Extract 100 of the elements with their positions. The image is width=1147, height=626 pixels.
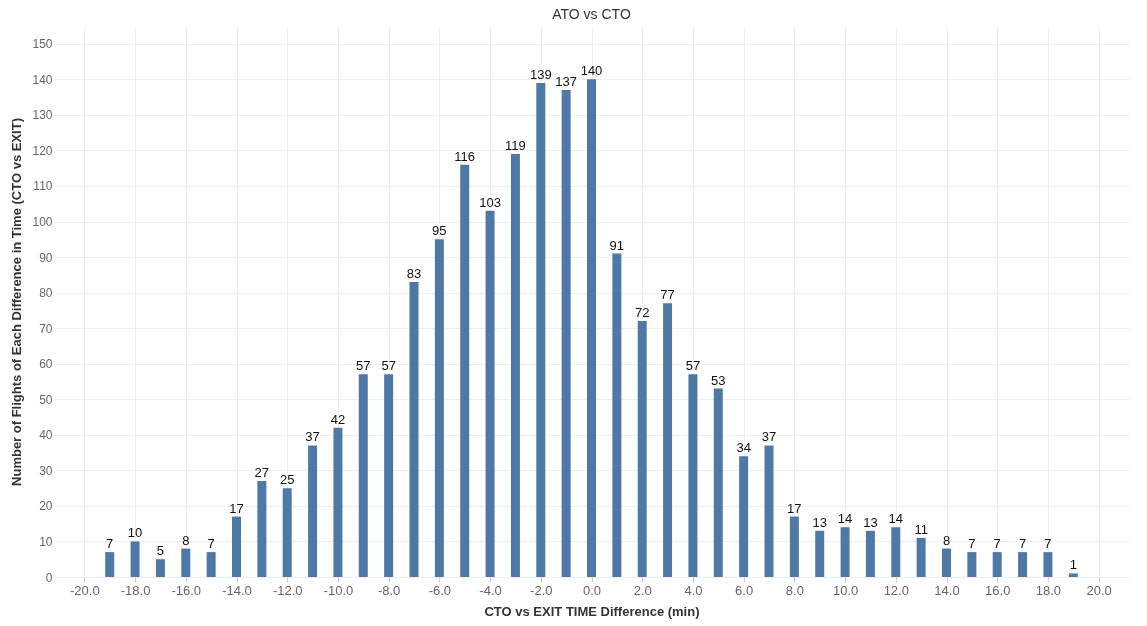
data-label: 140: [580, 63, 603, 79]
bar: [916, 537, 926, 577]
y-tick-label: 70: [39, 321, 53, 336]
bar: [587, 79, 596, 577]
x-tick-label: 2.0: [633, 582, 652, 598]
data-label: 95: [432, 223, 447, 239]
data-label: 14: [837, 511, 853, 527]
data-label: 77: [660, 287, 675, 303]
data-label: 91: [609, 237, 625, 253]
y-tick-label: 100: [32, 215, 53, 230]
bar: [434, 239, 444, 577]
bar: [612, 253, 622, 577]
y-tick-label: 50: [39, 392, 53, 407]
x-tick-label: 6.0: [735, 582, 754, 598]
x-tick-label: -18.0: [120, 582, 151, 598]
y-tick-label: 130: [32, 108, 53, 123]
bar: [942, 548, 951, 577]
x-tick-label: 8.0: [785, 582, 804, 598]
data-label: 27: [254, 465, 270, 481]
x-axis-title: CTO vs EXIT TIME Difference (min): [484, 603, 700, 619]
data-label: 7: [106, 536, 114, 552]
data-label: 53: [711, 372, 726, 388]
bar: [206, 552, 216, 577]
data-label: 17: [229, 500, 244, 516]
x-tick-label: 20.0: [1086, 582, 1112, 598]
x-tick-label: 0.0: [582, 582, 602, 598]
x-tick-label: -12.0: [272, 582, 303, 598]
data-label: 137: [555, 73, 577, 89]
x-tick-label: 14.0: [934, 582, 960, 598]
data-label: 25: [279, 472, 295, 488]
data-label: 10: [127, 525, 143, 541]
data-label: 34: [736, 440, 751, 456]
bar: [739, 456, 749, 577]
bar: [460, 164, 470, 577]
x-tick-label: -20.0: [70, 582, 100, 598]
bar: [155, 559, 165, 577]
bar: [663, 303, 673, 577]
bar: [536, 82, 546, 577]
x-tick-label: -4.0: [479, 582, 502, 598]
y-tick-label: 110: [33, 179, 53, 194]
y-tick-label: 140: [32, 72, 53, 87]
bar: [967, 552, 977, 577]
bar: [257, 481, 267, 577]
x-tick-label: 18.0: [1035, 582, 1062, 598]
chart-title: ATO vs CTO: [552, 6, 631, 22]
data-label: 1: [1069, 557, 1077, 573]
x-tick-label: 16.0: [985, 582, 1011, 598]
bar: [840, 527, 850, 577]
bar: [510, 153, 520, 577]
bar: [1043, 552, 1053, 577]
y-tick-label: 30: [39, 463, 53, 478]
bar: [1018, 552, 1028, 577]
data-label: 119: [505, 137, 526, 153]
y-tick-label: 40: [39, 428, 53, 443]
data-label: 57: [381, 358, 396, 374]
y-tick-label: 0: [45, 570, 53, 585]
y-tick-label: 120: [32, 143, 53, 158]
data-label: 116: [454, 148, 476, 164]
y-axis-title: Number of Flights of Each Difference in Time (CTO vs EXIT): [9, 118, 25, 486]
x-tick-label: -10.0: [323, 582, 354, 598]
data-label: 103: [479, 194, 501, 210]
data-label: 57: [356, 358, 371, 374]
x-tick-label: 4.0: [684, 582, 703, 598]
data-label: 37: [761, 429, 777, 445]
x-tick-label: -2.0: [530, 582, 553, 598]
x-tick-label: -14.0: [222, 582, 252, 598]
data-label: 7: [993, 536, 1001, 552]
data-label: 7: [1044, 536, 1052, 552]
bar: [130, 541, 140, 577]
data-label: 72: [634, 305, 650, 321]
bar: [358, 374, 368, 577]
bar: [764, 445, 774, 577]
bar: [232, 516, 241, 577]
bar: [891, 527, 901, 577]
bar: [637, 321, 647, 577]
data-label: 7: [1018, 536, 1027, 552]
data-label: 7: [968, 536, 976, 552]
data-label: 37: [305, 429, 320, 445]
bar: [815, 530, 825, 577]
bar: [181, 548, 191, 577]
data-label: 8: [182, 532, 190, 548]
data-label: 17: [787, 500, 802, 516]
data-label: 57: [685, 358, 701, 374]
data-label: 139: [529, 66, 552, 82]
y-tick-label: 10: [39, 534, 53, 549]
bar: [485, 210, 495, 577]
data-label: 13: [812, 514, 827, 530]
y-tick-label: 80: [39, 286, 53, 301]
x-tick-label: 12.0: [883, 582, 909, 598]
bar: [282, 488, 292, 577]
y-tick-label: 90: [39, 250, 53, 265]
bar: [865, 530, 875, 577]
x-tick-label: -16.0: [171, 582, 202, 598]
y-tick-label: 60: [39, 357, 53, 372]
data-label: 7: [207, 536, 215, 552]
data-label: 13: [863, 514, 878, 530]
bar: [992, 552, 1002, 577]
bar: [409, 281, 419, 577]
x-tick-label: 10.0: [832, 582, 859, 598]
x-tick-label: -8.0: [377, 582, 401, 598]
